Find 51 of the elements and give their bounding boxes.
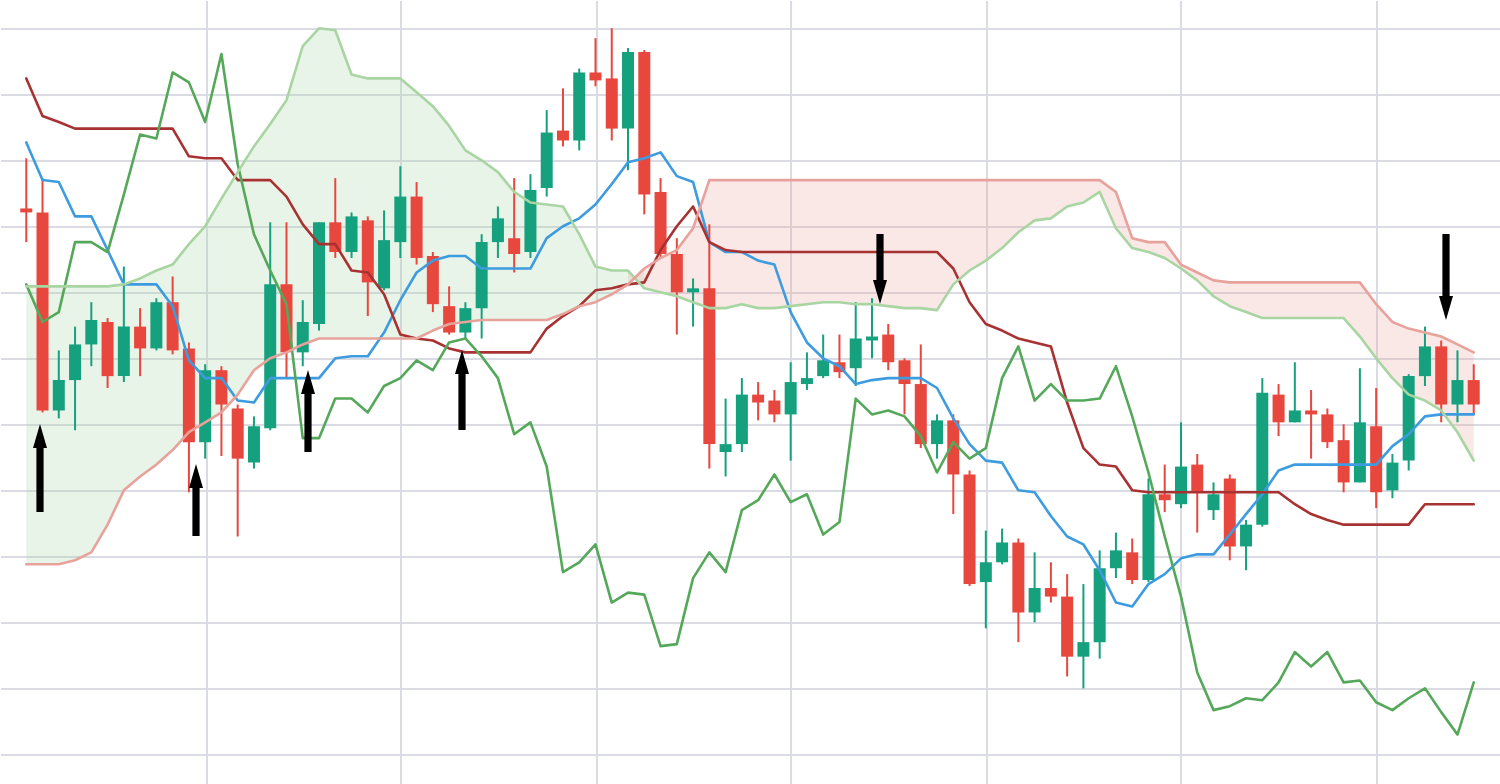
candlestick (687, 277, 700, 328)
candlestick (1467, 363, 1480, 416)
candlestick (134, 307, 147, 378)
candlestick (1337, 423, 1350, 494)
candlestick (670, 237, 683, 336)
candlestick (1044, 561, 1057, 604)
candlestick (52, 349, 65, 420)
candlestick (1191, 453, 1204, 534)
candlestick (1386, 453, 1399, 500)
candlestick (1207, 481, 1220, 522)
candlestick (459, 301, 472, 340)
candlestick (150, 297, 163, 352)
candlestick (768, 388, 781, 424)
candlestick (1288, 361, 1301, 424)
candlestick (752, 381, 765, 422)
candlestick (1158, 463, 1171, 514)
candlestick (345, 211, 358, 259)
candlestick (979, 529, 992, 630)
candlestick (394, 165, 407, 259)
candlestick (556, 87, 569, 148)
candlestick (215, 365, 228, 457)
candlestick (784, 361, 797, 462)
candlestick (931, 413, 944, 460)
candlestick (849, 301, 862, 388)
candlestick (817, 333, 830, 380)
candlestick (329, 177, 342, 259)
candlestick (69, 325, 82, 432)
candlestick (1451, 349, 1464, 424)
candlestick (589, 37, 602, 88)
candlestick (20, 157, 33, 244)
candlestick (1028, 551, 1041, 624)
candlestick (1126, 537, 1139, 586)
candlestick (800, 351, 813, 391)
candlestick (1321, 407, 1334, 450)
candlestick (1305, 388, 1318, 460)
candlestick (1240, 519, 1253, 572)
candlestick (882, 322, 895, 372)
candlestick (1272, 383, 1285, 438)
candlestick (296, 299, 309, 368)
candlestick (1077, 583, 1090, 690)
candlestick (491, 205, 504, 259)
candlestick (1174, 421, 1187, 510)
candlestick (898, 357, 911, 416)
candlestick (85, 301, 98, 368)
candlestick (1418, 325, 1431, 388)
candlestick (996, 527, 1009, 566)
candlestick (247, 415, 260, 470)
candlestick (443, 285, 456, 336)
candlestick (508, 177, 521, 274)
candlestick (1109, 531, 1122, 580)
candlestick (719, 397, 732, 478)
